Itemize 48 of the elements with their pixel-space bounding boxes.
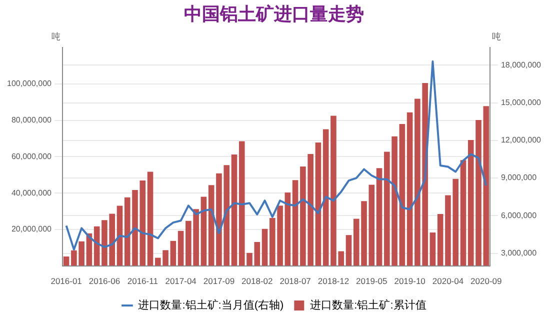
bar [346,235,352,266]
bar [430,232,436,266]
bar [292,180,298,266]
y2-axis-title: 吨 [492,32,501,42]
legend-label: 进口数量:铝土矿:累计值 [310,298,426,312]
x-tick-label: 2020-09 [470,276,502,286]
bar [284,192,291,266]
y2-tick-label: 6,000,000 [500,210,538,220]
bar [231,154,238,266]
x-tick-label: 2016-06 [88,276,120,286]
bar [460,160,466,266]
bar [116,206,123,266]
bar [406,112,413,266]
chart-title: 中国铝土矿进口量走势 [184,4,364,24]
x-tick-label: 2018-07 [280,276,312,286]
bar [399,124,406,266]
legend-label: 进口数量:铝土矿:当月值(右轴) [138,298,284,312]
y2-tick-label: 12,000,000 [500,136,542,145]
x-tick-label: 2019-10 [394,276,426,286]
bar [437,214,444,266]
y-tick-label: 100,000,000 [6,79,52,88]
x-tick-label: 2018-02 [242,276,274,286]
x-tick-label: 2020-04 [432,276,464,286]
bar [200,196,207,266]
y-tick-label: 60,000,000 [11,152,52,161]
x-tick-label: 2016-11 [127,276,158,286]
x-tick-label: 2017-09 [203,276,235,286]
x-tick-label: 2017-04 [165,276,197,286]
bar [63,256,70,266]
y2-tick-label: 3,000,000 [500,248,538,258]
bar [170,240,176,266]
bar [178,230,184,266]
x-tick-label: 2016-01 [50,276,82,286]
bar [147,172,154,266]
y-tick-label: 20,000,000 [11,224,52,234]
y2-tick-label: 18,000,000 [500,60,542,70]
bar [208,185,214,266]
y2-tick-label: 9,000,000 [500,173,538,182]
y-tick-label: 80,000,000 [11,116,52,125]
bar [262,228,268,266]
y-tick-label: 40,000,000 [11,188,52,198]
x-tick-label: 2019-05 [356,276,388,286]
bar [315,142,322,266]
x-tick-label: 2018-12 [318,276,350,286]
bar [376,168,382,266]
bar [322,129,329,266]
y2-tick-label: 15,000,000 [500,98,542,107]
y-axis-title: 吨 [51,32,60,42]
